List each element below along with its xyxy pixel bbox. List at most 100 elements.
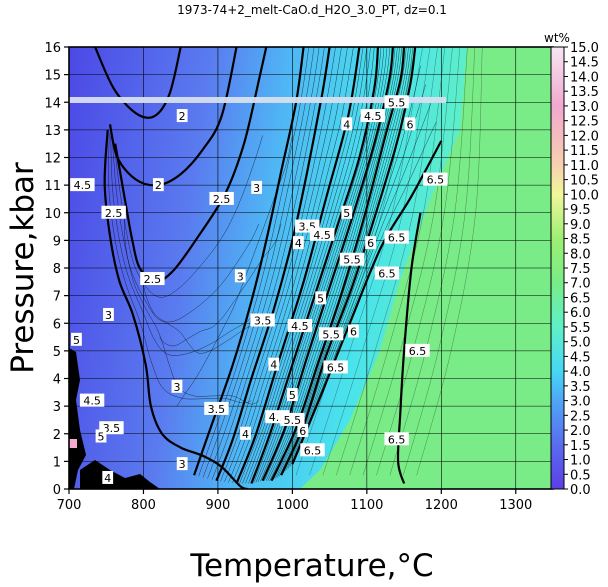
y-tick-label: 10	[44, 207, 61, 222]
chart-title: 1973-74+2_melt-CaO.d_H2O_3.0_PT, dz=0.1	[177, 3, 447, 17]
contour-label: 6.5	[323, 360, 348, 374]
contour-label: 4	[268, 357, 280, 372]
y-tick-label: 11	[44, 179, 61, 194]
colorbar-tick-label: 0.0	[570, 483, 591, 498]
colorbar-tick-label: 2.5	[570, 409, 591, 424]
contour-label: 4.5	[309, 227, 335, 242]
colorbar-tick-label: 11.5	[570, 144, 599, 159]
colorbar-tick-label: 6.5	[570, 291, 591, 306]
colorbar-tick-label: 0.5	[570, 468, 591, 483]
contour-label-text: 2.5	[144, 273, 162, 286]
minor-contour	[211, 47, 325, 480]
colorbar-tick-label: 2.0	[570, 424, 591, 439]
minor-contour	[232, 47, 354, 483]
colorbar-tick-label: 5.5	[570, 321, 591, 336]
contour-label: 5.5	[339, 252, 365, 267]
contour-label-text: 5.5	[388, 96, 406, 109]
contour-label-text: 5	[343, 207, 350, 220]
y-tick-label: 5	[53, 345, 61, 360]
colorbar-tick-label: 10.0	[570, 188, 599, 203]
colorbar-ticks: 0.00.51.01.52.02.53.03.54.04.55.05.56.06…	[564, 41, 599, 498]
contour-labels: 222.52.52.5333333.53.53.53.5444444.54.54…	[70, 95, 448, 485]
minor-contour	[403, 47, 475, 476]
x-tick-label: 1000	[276, 498, 309, 513]
contour-label-text: 5	[289, 389, 296, 402]
colorbar-tick-label: 7.0	[570, 277, 591, 292]
contour-label: 2	[176, 109, 188, 123]
contour-label: 4.5	[79, 393, 105, 408]
colorbar-tick-label: 14.0	[570, 70, 599, 85]
colorbar-tick-label: 12.5	[570, 115, 599, 130]
contour-label-text: 6	[350, 326, 357, 339]
contour-label: 4	[341, 117, 353, 131]
colorbar-tick-label: 6.0	[570, 306, 591, 321]
y-tick-label: 16	[44, 41, 61, 56]
contour-label: 4	[292, 236, 304, 250]
contour-label-text: 3.5	[103, 422, 121, 435]
y-tick-label: 6	[53, 317, 61, 332]
grid-lines	[69, 47, 553, 489]
contour-label: 5.5	[318, 327, 344, 341]
x-axis-ticks: 700 800 900 1000 1100 1200 1300	[57, 489, 532, 513]
minor-contour	[198, 47, 310, 477]
colorbar-tick-label: 8.0	[570, 247, 591, 262]
contour-line-3.5	[215, 47, 331, 482]
contour-label-text: 5.5	[284, 414, 302, 427]
minor-contour	[159, 223, 282, 347]
contour-label: 4	[240, 426, 251, 441]
colorbar-tick-label: 3.0	[570, 395, 591, 410]
colorbar-tick-label: 11.0	[570, 159, 599, 174]
colorbar-tick-label: 4.0	[570, 365, 591, 380]
contour-label-text: 5	[317, 292, 324, 305]
contour-label-text: 2.5	[105, 207, 123, 220]
contour-label: 3.5	[204, 401, 229, 416]
y-tick-label: 8	[53, 262, 61, 277]
contour-label-text: 5	[73, 334, 80, 347]
colorbar-tick-label: 9.0	[570, 218, 591, 233]
minor-contour	[124, 198, 260, 405]
contour-label-text: 4.5	[83, 395, 101, 408]
x-tick-label: 900	[206, 498, 231, 513]
y-tick-label: 3	[53, 400, 61, 415]
plot-area: 222.52.52.5333333.53.53.53.5444444.54.54…	[69, 47, 553, 489]
contour-label-text: 5.5	[322, 328, 340, 341]
contour-label: 4.5	[360, 109, 386, 123]
contour-label: 2.5	[209, 191, 234, 206]
contour-label: 5.5	[280, 412, 305, 427]
contour-label: 2.5	[140, 272, 165, 286]
contour-label-text: 4	[104, 472, 111, 485]
contour-label-text: 6.5	[427, 174, 445, 187]
contour-label-text: 4.5	[74, 179, 92, 192]
colorbar-tick-label: 15.0	[570, 41, 599, 56]
contour-label-text: 3	[253, 182, 260, 195]
contour-label: 5	[315, 291, 327, 305]
minor-contour	[289, 122, 437, 467]
contour-label-text: 6.5	[327, 361, 345, 374]
colorbar-tick-label: 9.5	[570, 203, 591, 218]
minor-contour	[287, 103, 432, 469]
x-tick-label: 1100	[350, 498, 383, 513]
colorbar-tick-label: 1.0	[570, 454, 591, 469]
contour-label-text: 3	[105, 309, 112, 322]
contour-label-text: 6	[367, 237, 374, 250]
minor-contour	[202, 47, 315, 478]
contour-label-text: 3	[173, 381, 180, 394]
y-tick-label: 9	[53, 234, 61, 249]
y-tick-label: 15	[44, 69, 61, 84]
contour-label-text: 6	[299, 425, 306, 438]
contour-label: 2	[152, 178, 164, 192]
contour-label: 3	[103, 307, 114, 322]
x-tick-label: 800	[131, 498, 156, 513]
contour-label: 3.5	[250, 313, 275, 327]
y-tick-label: 12	[44, 152, 61, 167]
contour-label-text: 3.5	[208, 403, 226, 416]
colorbar	[550, 46, 565, 490]
colorbar-tick-label: 8.5	[570, 233, 591, 248]
minor-contour	[416, 47, 483, 476]
contour-label: 3	[176, 457, 188, 471]
minor-contour	[376, 47, 461, 476]
black-region-lower-left	[69, 348, 86, 489]
colorbar-tick-label: 7.5	[570, 262, 591, 277]
colorbar-tick-label: 4.5	[570, 350, 591, 365]
